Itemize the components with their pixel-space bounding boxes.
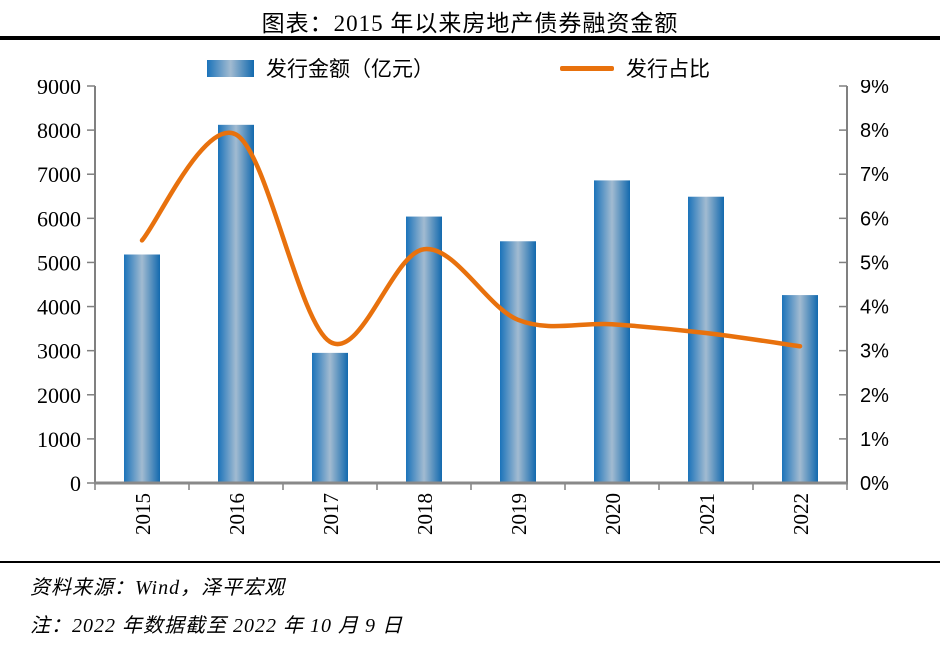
bar-series-swatch-icon xyxy=(207,59,254,77)
bar-2019 xyxy=(500,241,536,483)
left-axis-label: 0 xyxy=(70,471,81,496)
title-divider xyxy=(0,36,940,40)
right-axis-label: 1% xyxy=(860,429,889,451)
x-axis-label-2017: 2017 xyxy=(319,493,343,535)
left-axis-label: 8000 xyxy=(37,118,81,143)
x-axis-label-2016: 2016 xyxy=(225,493,249,535)
left-axis-label: 4000 xyxy=(37,295,81,320)
x-axis-label-2018: 2018 xyxy=(413,493,437,535)
right-axis-label: 6% xyxy=(860,208,889,230)
left-axis-label: 6000 xyxy=(37,206,81,231)
bar-2018 xyxy=(406,216,442,483)
x-axis-label-2015: 2015 xyxy=(131,493,155,535)
legend-line-label: 发行占比 xyxy=(626,57,710,81)
chart-title: 图表：2015 年以来房地产债券融资金额 xyxy=(261,11,679,36)
x-axis-label-2019: 2019 xyxy=(507,493,531,535)
line-series-swatch-icon xyxy=(560,65,614,71)
right-axis-label: 8% xyxy=(860,120,889,142)
legend-item-line: 发行占比 xyxy=(560,55,710,81)
right-axis-label: 9% xyxy=(860,80,889,98)
bar-2022 xyxy=(782,295,818,483)
right-axis-label: 2% xyxy=(860,385,889,407)
right-axis-label: 0% xyxy=(860,473,889,495)
left-axis-label: 7000 xyxy=(37,162,81,187)
bar-2020 xyxy=(594,180,630,484)
left-axis-label: 3000 xyxy=(37,339,81,364)
right-axis-label: 7% xyxy=(860,164,889,186)
legend-bars-label: 发行金额（亿元） xyxy=(266,57,434,81)
legend-item-bars: 发行金额（亿元） xyxy=(207,55,434,81)
right-axis-label: 3% xyxy=(860,341,889,363)
bar-2016 xyxy=(218,124,254,483)
note-line: 注：2022 年数据截至 2022 年 10 月 9 日 xyxy=(30,615,403,637)
left-axis-label: 2000 xyxy=(37,383,81,408)
combo-chart: 0 1000 2000 3000 4000 5000 6000 7000 8000 9000 0% 1… xyxy=(37,80,889,535)
right-axis-label: 4% xyxy=(860,297,889,319)
footer-divider xyxy=(0,561,940,563)
left-axis-label: 1000 xyxy=(37,427,81,452)
bar-2017 xyxy=(312,352,348,483)
x-axis-label-2020: 2020 xyxy=(601,493,625,535)
x-axis-label-2022: 2022 xyxy=(789,493,813,535)
right-axis-label: 5% xyxy=(860,252,889,274)
trend-line xyxy=(139,130,803,349)
left-axis-label: 9000 xyxy=(37,80,81,99)
bar-2021 xyxy=(688,196,724,484)
x-axis-label-2021: 2021 xyxy=(695,493,719,535)
left-axis-label: 5000 xyxy=(37,250,81,275)
bar-2015 xyxy=(124,254,160,483)
source-line: 资料来源：Wind，泽平宏观 xyxy=(30,577,286,599)
